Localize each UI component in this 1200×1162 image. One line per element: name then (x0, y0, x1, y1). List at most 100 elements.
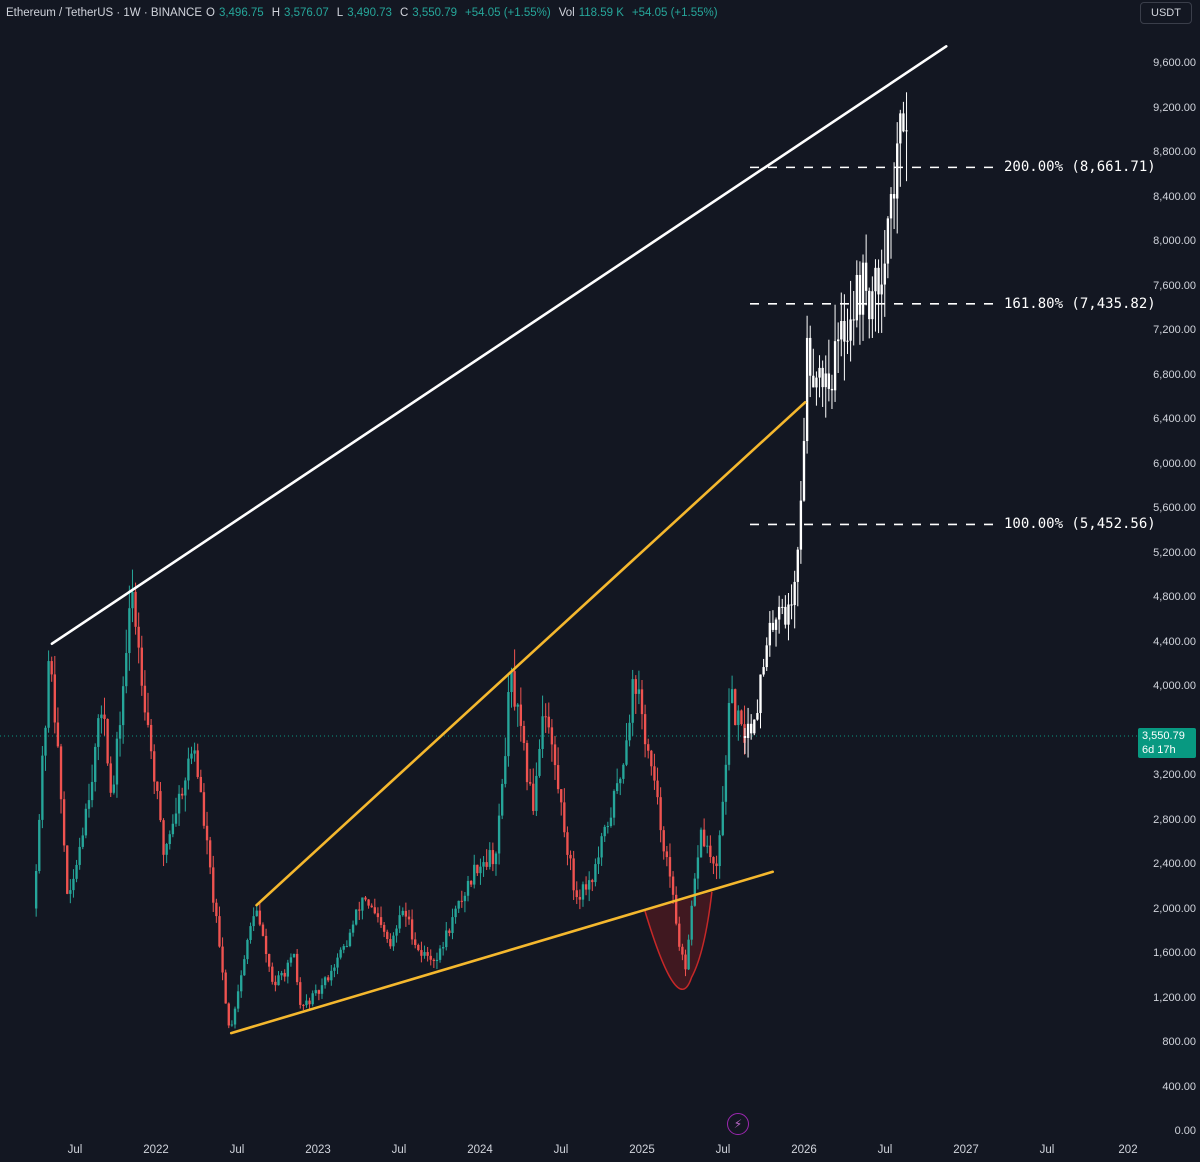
history-candle (84, 808, 88, 836)
history-candle (625, 740, 628, 765)
projection-candle (852, 319, 855, 321)
history-candle (283, 972, 286, 977)
high-value: 3,576.07 (284, 7, 329, 19)
y-tick-label: 4,400.00 (1153, 635, 1196, 648)
history-candle (199, 776, 203, 793)
projection-candle (777, 606, 781, 620)
history-candle (112, 784, 116, 793)
history-candle (94, 746, 97, 782)
y-tick-label: 4,000.00 (1153, 680, 1196, 692)
history-candle (513, 671, 516, 707)
low-label: L (336, 7, 344, 19)
history-candle (221, 946, 224, 973)
currency-button[interactable]: USDT (1140, 2, 1192, 24)
projection-candle (846, 340, 849, 342)
trendline-yellow-support (229, 870, 775, 1035)
x-tick-label: 2023 (305, 1144, 331, 1156)
projection-candle (874, 267, 877, 292)
history-candle (482, 862, 485, 867)
trendline-upper-resistance (50, 45, 948, 646)
history-candle (693, 878, 696, 906)
history-candle (44, 727, 47, 756)
history-candle (41, 755, 44, 820)
projection-candle (765, 645, 768, 668)
history-candle (212, 867, 215, 903)
history-candle (473, 864, 476, 885)
history-candle (370, 905, 373, 908)
history-candle (600, 836, 603, 858)
y-tick-label: 8,800.00 (1153, 146, 1196, 158)
history-candle (143, 685, 147, 713)
history-candle (466, 880, 470, 896)
x-tick-label: 2026 (791, 1144, 817, 1156)
history-candle (594, 864, 597, 883)
history-candle (330, 970, 333, 981)
history-candle (261, 924, 265, 936)
history-candle (386, 931, 389, 940)
y-tick-label: 3,200.00 (1153, 769, 1196, 781)
history-candle (712, 857, 715, 864)
history-candle (53, 674, 56, 723)
y-tick-label: 9,600.00 (1153, 57, 1196, 69)
history-candle (134, 591, 137, 627)
projection-candle (784, 606, 787, 625)
history-candle (218, 916, 221, 947)
history-candle (258, 910, 262, 925)
history-candle (519, 704, 523, 726)
projection-candle (899, 113, 902, 144)
projection-candle (796, 549, 799, 582)
history-candle (457, 900, 460, 909)
history-candle (153, 751, 156, 782)
history-candle (376, 913, 380, 918)
open-label: O (205, 7, 215, 19)
projection-candle (805, 337, 809, 442)
projection-candle (802, 441, 806, 501)
history-candle (709, 845, 712, 858)
history-candle (410, 919, 414, 940)
last-price-value: 3,550.79 (1142, 730, 1185, 742)
history-candle (429, 955, 432, 960)
projection-candle (762, 667, 765, 675)
projection-candle (768, 622, 772, 646)
history-candle (389, 939, 392, 947)
history-candle (727, 702, 731, 765)
history-candle (90, 781, 94, 801)
projection-candle (774, 619, 778, 630)
history-candle (469, 880, 473, 885)
y-tick-label: 1,600.00 (1153, 947, 1196, 959)
history-candle (314, 990, 317, 994)
history-candle (109, 763, 112, 793)
projection-candle (815, 377, 818, 388)
history-candle (208, 840, 212, 868)
history-candle (131, 591, 134, 609)
history-candle (373, 907, 376, 914)
projection-candle (905, 130, 908, 132)
history-candle (516, 704, 519, 707)
history-candle (292, 953, 296, 958)
history-candle (159, 791, 162, 821)
history-candle (522, 725, 526, 743)
history-candle (547, 716, 550, 728)
history-candle (407, 916, 411, 920)
history-candle (327, 977, 330, 981)
history-candle (156, 781, 159, 792)
bar-countdown: 6d 17h (1142, 744, 1176, 756)
history-candle (302, 1004, 305, 1006)
projection-candle (861, 262, 865, 315)
close-value: 3,550.79 (412, 7, 458, 19)
projection-candle (902, 113, 905, 132)
symbol-name[interactable]: Ethereum / TetherUS · 1W · BINANCE (6, 7, 202, 19)
history-candle (137, 626, 140, 648)
history-candle (339, 949, 342, 958)
history-candle (671, 876, 675, 895)
lightning-icon[interactable]: ⚡ (727, 1113, 749, 1135)
history-candle (196, 750, 199, 777)
x-tick-label: Jul (67, 1144, 83, 1156)
projection-candle (781, 606, 784, 608)
volume-value: 118.59 K (578, 7, 624, 19)
history-candle (591, 880, 594, 883)
history-candle (118, 725, 122, 739)
history-candle (50, 661, 53, 675)
history-candle (174, 813, 178, 824)
